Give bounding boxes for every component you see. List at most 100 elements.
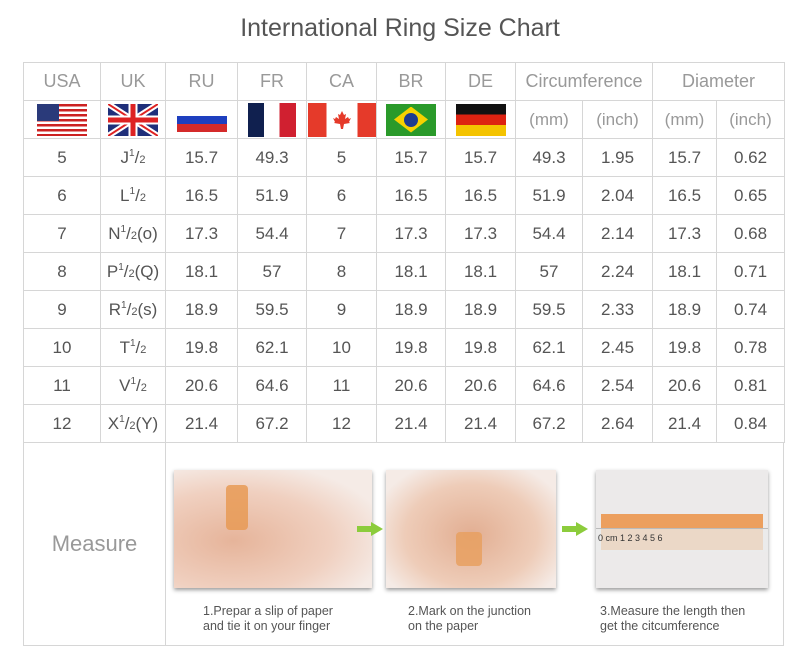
uk-flag-icon [108,103,158,136]
cell-dia-mm: 15.7 [652,138,717,177]
cell-circ-mm: 57 [515,252,583,291]
table-row: 9 R1/2(s) 18.9 59.5 9 18.9 18.9 59.5 2.33 18.9 0.7… [23,290,785,329]
header-usa: USA [23,62,101,101]
cell-circ-mm: 62.1 [515,328,583,367]
header-diameter: Diameter [652,62,785,101]
cell-uk: N1/2(o) [100,214,166,253]
header-br: BR [376,62,446,101]
header-ca: CA [306,62,377,101]
cell-dia-mm: 20.6 [652,366,717,405]
cell-de: 18.1 [445,252,516,291]
cell-dia-mm: 18.9 [652,290,717,329]
cell-dia-inch: 0.81 [716,366,785,405]
france-flag-icon [248,102,296,137]
cell-uk: V1/2 [100,366,166,405]
header-circ-mm: (mm) [515,100,583,139]
cell-circ-mm: 49.3 [515,138,583,177]
cell-ru: 16.5 [165,176,238,215]
cell-fr: 64.6 [237,366,307,405]
step-2-caption: 2.Mark on the junction on the paper [408,604,531,633]
cell-usa: 6 [23,176,101,215]
cell-dia-inch: 0.78 [716,328,785,367]
cell-br: 20.6 [376,366,446,405]
cell-uk: J1/2 [100,138,166,177]
russia-flag-icon [176,107,227,132]
cell-ru: 19.8 [165,328,238,367]
step-1-photo [174,470,372,588]
flag-row: (mm) (inch) (mm) (inch) [23,100,785,139]
header-row: USA UK RU FR CA BR DE Circumference Diam… [23,62,785,101]
ruler: 0 cm 1 2 3 4 5 6 [596,528,768,552]
cell-br: 15.7 [376,138,446,177]
cell-br: 18.1 [376,252,446,291]
cell-fr: 67.2 [237,404,307,443]
cell-br: 17.3 [376,214,446,253]
cell-de: 16.5 [445,176,516,215]
cell-uk: L1/2 [100,176,166,215]
germany-flag-icon [455,103,506,136]
cell-br: 18.9 [376,290,446,329]
header-dia-mm: (mm) [652,100,717,139]
measure-section: Measure 0 cm 1 2 3 4 5 6 1.Prepar a slip… [23,442,784,646]
cell-de: 19.8 [445,328,516,367]
cell-uk: X1/2(Y) [100,404,166,443]
arrow-right-icon [562,522,588,536]
cell-dia-inch: 0.68 [716,214,785,253]
cell-uk: T1/2 [100,328,166,367]
cell-ru: 15.7 [165,138,238,177]
cell-circ-inch: 2.04 [582,176,653,215]
cell-dia-mm: 18.1 [652,252,717,291]
cell-dia-inch: 0.71 [716,252,785,291]
cell-usa: 5 [23,138,101,177]
cell-br: 19.8 [376,328,446,367]
cell-ru: 20.6 [165,366,238,405]
cell-ca: 10 [306,328,377,367]
ring-size-table: USA UK RU FR CA BR DE Circumference Diam… [23,62,785,443]
cell-ru: 18.9 [165,290,238,329]
header-ru: RU [165,62,238,101]
cell-circ-inch: 2.33 [582,290,653,329]
cell-br: 21.4 [376,404,446,443]
cell-usa: 8 [23,252,101,291]
canada-flag-icon [307,102,376,137]
cell-fr: 62.1 [237,328,307,367]
cell-ca: 5 [306,138,377,177]
cell-ru: 18.1 [165,252,238,291]
cell-circ-mm: 54.4 [515,214,583,253]
cell-circ-inch: 2.64 [582,404,653,443]
cell-uk: R1/2(s) [100,290,166,329]
cell-usa: 12 [23,404,101,443]
step-1-caption: 1.Prepar a slip of paper and tie it on yo… [203,604,333,633]
cell-circ-inch: 2.54 [582,366,653,405]
table-row: 7 N1/2(o) 17.3 54.4 7 17.3 17.3 54.4 2.14 17.3 0.6… [23,214,785,253]
header-dia-inch: (inch) [716,100,785,139]
header-fr: FR [237,62,307,101]
cell-circ-mm: 59.5 [515,290,583,329]
table-row: 6 L1/2 16.5 51.9 6 16.5 16.5 51.9 2.04 16.5 0.65 [23,176,785,215]
cell-circ-mm: 51.9 [515,176,583,215]
us-flag-icon [37,103,87,136]
step-2-photo [386,470,556,588]
cell-de: 20.6 [445,366,516,405]
cell-circ-mm: 67.2 [515,404,583,443]
page-title: International Ring Size Chart [240,14,560,42]
cell-ca: 6 [306,176,377,215]
header-circ-inch: (inch) [582,100,653,139]
step-3-caption: 3.Measure the length then get the citcumf… [600,604,746,633]
cell-fr: 54.4 [237,214,307,253]
cell-usa: 7 [23,214,101,253]
cell-dia-inch: 0.65 [716,176,785,215]
brazil-flag-icon [386,103,436,136]
cell-ru: 17.3 [165,214,238,253]
cell-uk: P1/2(Q) [100,252,166,291]
cell-ca: 8 [306,252,377,291]
cell-circ-inch: 1.95 [582,138,653,177]
cell-de: 21.4 [445,404,516,443]
cell-circ-inch: 2.24 [582,252,653,291]
table-row: 8 P1/2(Q) 18.1 57 8 18.1 18.1 57 2.24 18.1 0.71 [23,252,785,291]
arrow-right-icon [357,522,383,536]
cell-de: 15.7 [445,138,516,177]
cell-fr: 59.5 [237,290,307,329]
cell-ca: 9 [306,290,377,329]
header-circumference: Circumference [515,62,653,101]
